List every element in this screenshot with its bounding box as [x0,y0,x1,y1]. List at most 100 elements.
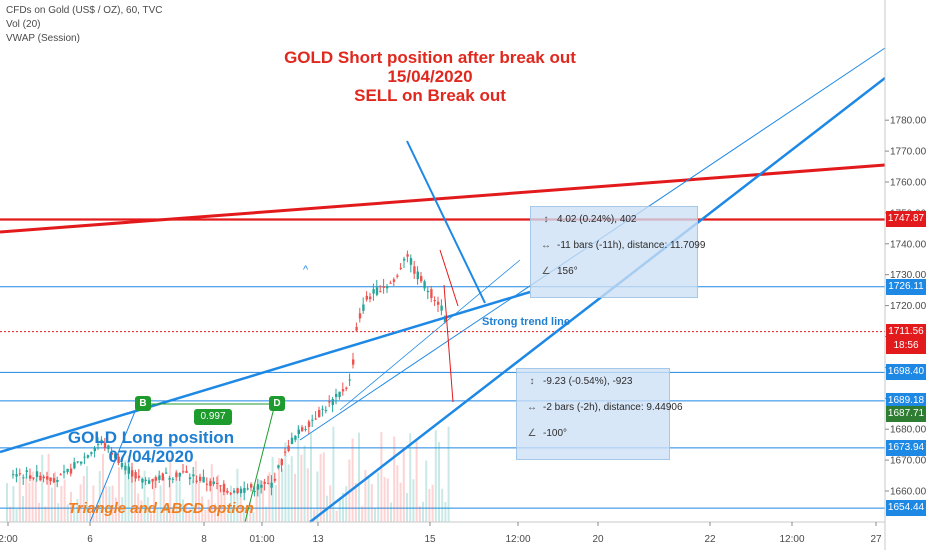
volume-bar [217,474,220,522]
candle-body [32,477,35,479]
volume-bar [297,425,300,522]
volume-bar [364,469,367,522]
volume-bar [118,467,120,522]
volume-bar [191,480,194,522]
candle-body [56,479,59,482]
volume-bar [188,508,191,522]
candle-body [420,276,423,282]
candle-body [120,462,124,468]
candle-body [290,437,294,445]
y-tick-label: 1760.00 [890,178,927,189]
volume-bar [418,506,421,522]
candle-body [352,359,355,365]
measure-text: 156° [557,266,578,277]
candle-body [25,470,28,473]
candle-body [59,474,62,476]
measure-row: ↔ -2 bars (-2h), distance: 9.44906 [517,395,683,421]
candle-body [270,482,273,488]
resistance-trend-line [0,163,886,234]
symbol-line[interactable]: CFDs on Gold (US$ / OZ), 60, TVC [6,5,163,16]
volume-bar [434,430,437,522]
candle-body [195,480,198,482]
candle-body [433,300,436,302]
candle-body [66,468,69,473]
candle-body [372,289,375,294]
projection-arrow [443,284,454,403]
ratio-badge[interactable]: 0.997 [194,409,232,425]
volume-bar [265,506,268,522]
volume-bar [447,426,450,522]
volume-bar [198,482,200,522]
indicator-vwap[interactable]: VWAP (Session) [6,33,80,44]
volume-bar [402,447,405,522]
volume-bar [44,506,47,522]
candle-body [335,393,338,398]
volume-bar [210,464,213,522]
volume-bar [185,503,188,522]
volume-bar [28,482,31,522]
volume-bar [380,432,383,522]
candle-body [192,474,195,477]
candle-body [188,477,192,480]
candle-body [304,428,307,430]
candle-body [80,461,83,464]
measure-box-lower[interactable]: ↕ -9.23 (-0.54%), -923 ↔ -2 bars (-2h), di… [516,368,683,460]
volume-bar [252,512,255,522]
price-tag: 18:56 [886,338,926,355]
candle-body [267,483,270,485]
candle-body [103,442,107,448]
candle-body [375,287,379,295]
price-tag: 1698.40 [886,364,926,381]
price-tag: 1687.71 [886,406,926,423]
candle-body [426,290,430,293]
candle-body [63,471,66,473]
candle-body [440,305,443,311]
volume-bar [438,442,440,522]
volume-bar [60,485,63,522]
volume-bar [63,479,66,522]
candle-body [161,473,164,481]
volume-bar [258,479,261,522]
volume-bar [351,438,354,522]
candle-body [437,301,440,305]
y-tick-label: 1780.00 [890,116,927,127]
candle-body [165,472,168,474]
volume-bar [114,497,117,522]
candle-body [131,470,134,477]
volume-bar [207,499,210,522]
volume-bar [153,477,156,522]
long-position-annotation: GOLD Long position 07/04/2020 [56,428,246,466]
volume-bar [159,485,162,522]
x-tick-label: 8 [201,534,207,545]
y-tick-label: 1670.00 [890,456,927,467]
candle-body [110,452,113,455]
candle-body [284,451,287,453]
volume-bar [124,459,127,522]
candle-body [365,295,368,300]
volume-bar [255,486,258,522]
volume-bar [361,506,364,522]
triangle-edge-line [406,140,486,304]
volume-bar [22,496,24,522]
volume-bar [66,504,69,522]
candle-body [389,282,392,284]
candle-body [158,475,161,480]
candle-body [185,470,188,473]
indicator-volume[interactable]: Vol (20) [6,19,41,30]
candle-body [355,326,358,331]
point-d-badge[interactable]: D [269,396,285,411]
volume-bar [396,465,399,522]
volume-bar [306,468,309,522]
chart-legend: CFDs on Gold (US$ / OZ), 60, TVC Vol (20… [6,4,163,46]
point-b-badge[interactable]: B [135,396,151,411]
x-tick-label: 22 [704,534,716,545]
volume-bar [399,482,402,522]
measure-box-upper[interactable]: ↕ 4.02 (0.24%), 402 ↔ -11 bars (-11h), dis… [530,206,705,298]
x-tick-label: 6 [87,534,93,545]
candle-body [49,477,52,482]
measure-text: -9.23 (-0.54%), -923 [543,376,633,387]
volume-bar [15,509,18,522]
volume-bar [428,488,431,522]
